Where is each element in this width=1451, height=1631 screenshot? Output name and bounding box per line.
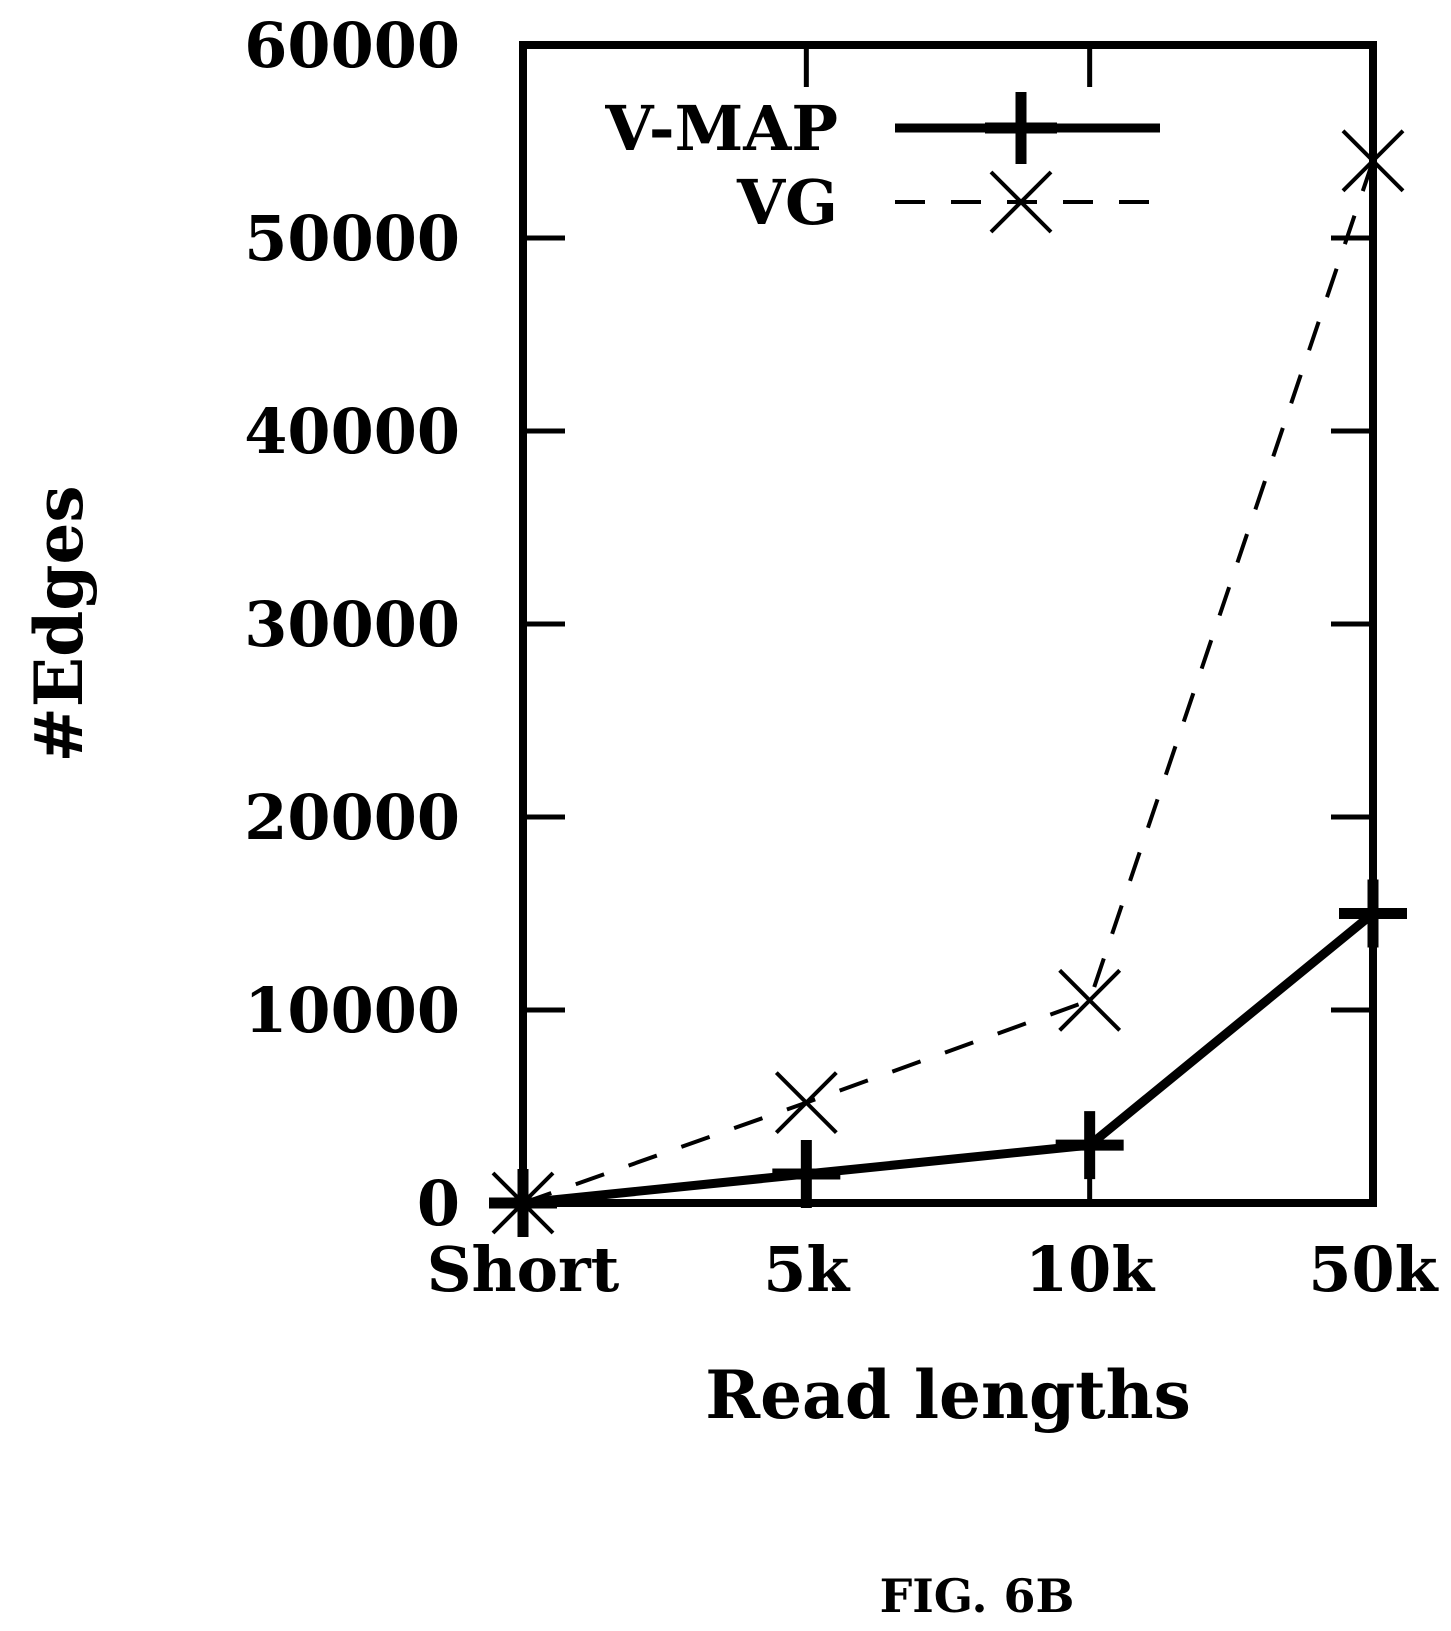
plot-frame (519, 41, 1377, 1207)
legend-marker (989, 170, 1053, 234)
y-tick-label: 10000 (244, 974, 460, 1047)
x-tick-label: 10k (1025, 1233, 1156, 1306)
x-axis-ticks: Short 5k 10k 50k (427, 45, 1440, 1306)
data-point-vg (774, 1071, 838, 1135)
y-tick-label: 0 (417, 1167, 460, 1240)
series-line-v-map (522, 910, 1376, 1208)
figure-caption: FIG. 6B (880, 1569, 1075, 1623)
legend-label: V-MAP (604, 92, 838, 165)
series-line-vg (522, 160, 1375, 1205)
x-axis-title: Read lengths (705, 1356, 1191, 1434)
series-layer (489, 129, 1407, 1237)
y-axis-title: #Edges (20, 485, 98, 762)
y-tick-label: 40000 (244, 395, 460, 468)
y-tick-label: 30000 (244, 588, 460, 661)
x-tick-label: 5k (763, 1233, 851, 1306)
data-point-vg (1058, 968, 1122, 1032)
y-tick-label: 20000 (244, 781, 460, 854)
y-tick-label: 60000 (244, 9, 460, 82)
x-tick-label: Short (427, 1233, 620, 1306)
x-tick-label: 50k (1308, 1233, 1439, 1306)
y-axis-ticks: 0 10000 20000 30000 40000 50000 60000 (244, 9, 1373, 1240)
y-tick-label: 50000 (244, 202, 460, 275)
legend-label: VG (736, 166, 838, 239)
